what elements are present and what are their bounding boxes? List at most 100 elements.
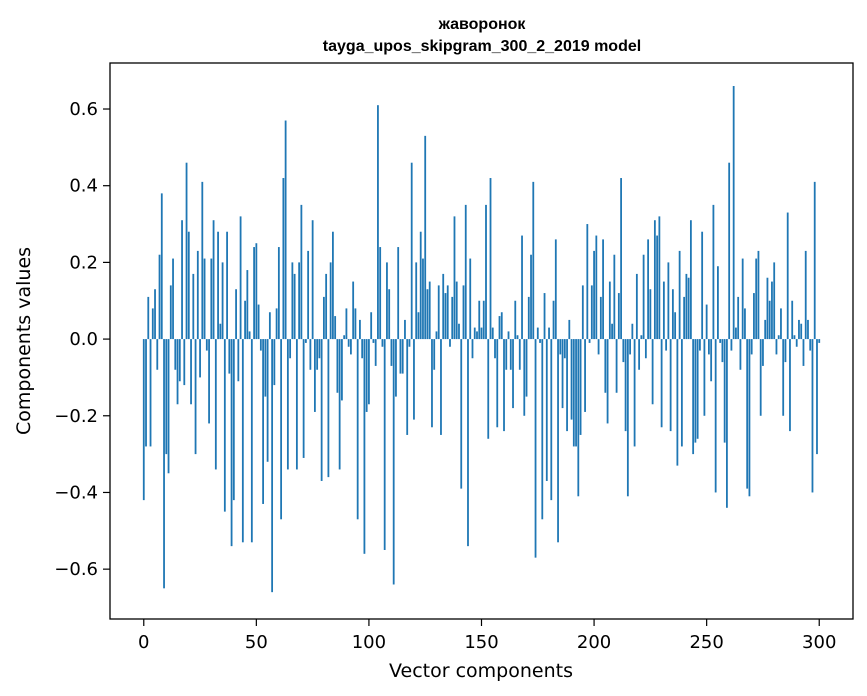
bar-component-20 <box>187 231 190 340</box>
bar-component-3 <box>149 339 152 447</box>
bar-component-295 <box>807 319 809 340</box>
bar-component-258 <box>723 339 726 443</box>
bar-component-293 <box>802 339 805 366</box>
bar-component-2 <box>147 296 150 340</box>
bar-component-99 <box>365 339 368 412</box>
chart-title-line2: tayga_upos_skipgram_300_2_2019 model <box>323 38 641 55</box>
x-axis-title: Vector components <box>389 660 573 682</box>
bar-component-118 <box>408 339 411 347</box>
bar-component-290 <box>795 339 798 347</box>
bar-component-116 <box>404 319 406 340</box>
bar-component-179 <box>545 339 548 481</box>
bar-component-264 <box>737 296 740 340</box>
bar-component-297 <box>811 339 814 493</box>
bar-component-57 <box>271 339 274 593</box>
bar-component-207 <box>608 281 611 340</box>
bar-component-67 <box>293 273 296 340</box>
bar-component-181 <box>550 339 553 501</box>
bar-component-236 <box>674 312 677 340</box>
bar-component-130 <box>435 331 438 340</box>
bar-component-32 <box>214 339 217 470</box>
bar-component-103 <box>374 339 377 366</box>
bar-component-240 <box>683 296 686 340</box>
bar-component-22 <box>192 273 195 340</box>
bar-component-277 <box>766 277 769 340</box>
bar-component-261 <box>730 339 733 351</box>
bar-component-287 <box>789 339 791 432</box>
bar-component-227 <box>653 220 656 340</box>
bar-component-184 <box>557 339 559 543</box>
bar-component-215 <box>626 339 629 497</box>
bar-component-275 <box>762 339 764 366</box>
bar-component-205 <box>604 339 607 393</box>
bar-component-226 <box>651 339 654 405</box>
bar-component-280 <box>773 262 776 340</box>
bar-component-178 <box>543 293 546 340</box>
bar-component-151 <box>482 300 485 340</box>
bar-component-83 <box>329 262 332 340</box>
bar-component-108 <box>386 262 388 340</box>
bar-component-122 <box>417 312 420 340</box>
bar-component-195 <box>581 285 584 340</box>
bar-component-148 <box>476 331 478 340</box>
bar-component-11 <box>167 339 170 474</box>
bar-component-188 <box>566 339 568 432</box>
bar-component-262 <box>732 86 735 340</box>
bar-component-87 <box>338 339 341 470</box>
bar-component-132 <box>440 339 442 435</box>
plot-frame <box>109 62 854 620</box>
bar-component-278 <box>768 300 771 340</box>
y-tick-label: 0.6 <box>69 99 98 120</box>
bar-component-147 <box>473 327 476 340</box>
bar-component-242 <box>687 277 690 340</box>
bar-component-168 <box>521 235 523 340</box>
bar-component-186 <box>561 339 564 409</box>
bar-component-263 <box>735 327 737 340</box>
x-tick-label: 150 <box>464 632 498 653</box>
bar-component-28 <box>205 339 208 351</box>
bar-component-135 <box>446 285 449 340</box>
bar-component-170 <box>525 339 528 397</box>
bar-component-243 <box>689 220 692 340</box>
bar-component-109 <box>388 289 391 340</box>
bar-component-37 <box>226 231 228 340</box>
bar-component-95 <box>356 339 359 520</box>
bar-component-44 <box>241 339 244 543</box>
bar-component-163 <box>509 339 512 370</box>
bar-component-14 <box>174 339 177 370</box>
bar-component-123 <box>419 231 422 340</box>
bar-component-153 <box>487 339 490 439</box>
bar-component-18 <box>183 339 186 386</box>
bar-component-77 <box>316 339 319 370</box>
bar-component-59 <box>275 308 278 340</box>
bar-component-78 <box>318 339 321 359</box>
bar-component-54 <box>264 339 267 397</box>
bar-component-252 <box>710 339 713 382</box>
x-tick-label: 300 <box>802 632 836 653</box>
bar-component-299 <box>816 339 818 455</box>
bar-component-230 <box>660 339 663 428</box>
bar-component-0 <box>142 339 145 501</box>
bar-component-1 <box>145 339 147 447</box>
bar-component-133 <box>442 273 445 340</box>
bar-component-292 <box>800 323 803 340</box>
bar-component-93 <box>352 281 355 340</box>
bar-component-101 <box>370 312 373 340</box>
bar-component-254 <box>714 339 717 493</box>
bar-component-245 <box>694 339 697 443</box>
bar-component-113 <box>397 247 400 340</box>
bar-component-203 <box>599 296 602 340</box>
bar-component-46 <box>246 270 249 340</box>
bar-component-182 <box>552 300 555 340</box>
bar-component-15 <box>176 339 179 405</box>
bar-component-175 <box>536 327 539 340</box>
bar-component-158 <box>498 316 501 340</box>
bar-component-52 <box>259 339 262 351</box>
x-axis-ticks: 0 50 100 150 200 250 300 <box>138 619 836 653</box>
bar-component-50 <box>255 243 258 340</box>
bar-component-5 <box>154 289 156 340</box>
bar-component-47 <box>248 331 251 340</box>
bar-component-237 <box>676 339 679 466</box>
y-tick-label: −0.6 <box>54 559 98 580</box>
bar-component-121 <box>415 262 418 340</box>
